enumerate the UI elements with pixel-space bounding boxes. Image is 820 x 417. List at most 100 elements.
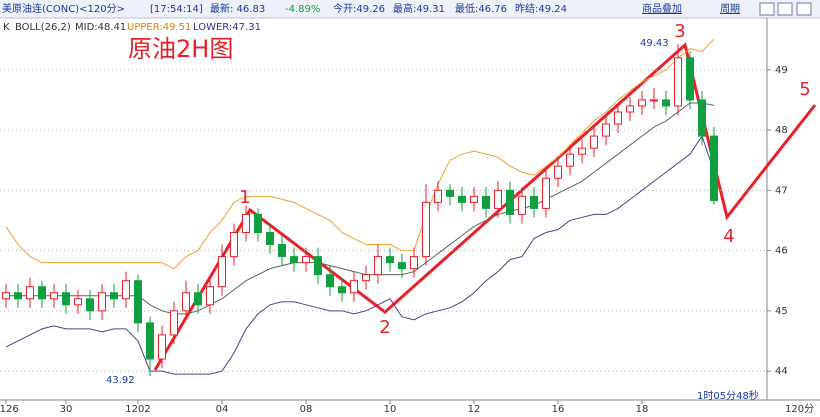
candle-body	[38, 286, 46, 300]
candle-body	[518, 195, 526, 215]
tool-icon[interactable]	[759, 2, 775, 16]
candle-body	[302, 256, 310, 264]
chart-title: 原油2H图	[128, 35, 233, 63]
x-tick-label: 08	[300, 404, 313, 415]
candle-body	[2, 292, 10, 300]
quote-item: 最低:46.76	[455, 2, 507, 15]
candle-body	[62, 292, 70, 306]
y-tick-label: 48	[775, 125, 788, 136]
candle-body	[434, 189, 442, 203]
candle-body	[206, 286, 214, 306]
candle-body	[86, 298, 94, 312]
x-tick-label: 10	[384, 404, 397, 415]
candle-body	[26, 286, 34, 300]
indicator-legend: K	[3, 22, 10, 33]
low-label: 43.92	[106, 375, 135, 386]
candle-body	[350, 280, 358, 294]
candle-body	[230, 231, 238, 258]
candle-body	[266, 231, 274, 246]
candle-body	[590, 135, 598, 149]
candle-body	[242, 213, 250, 233]
quote-item: 最高:49.31	[393, 2, 445, 15]
candle-body	[530, 195, 538, 209]
candle-body	[254, 213, 262, 233]
candle-body	[170, 310, 178, 336]
quote-item: 今开:49.26	[333, 2, 385, 15]
indicator-legend: LOWER:47.31	[193, 22, 261, 33]
candle-body	[374, 256, 382, 276]
quote-item: 昨结:49.24	[515, 2, 567, 15]
candle-body	[362, 274, 370, 282]
header-bar	[0, 0, 820, 18]
period-label: 120分	[785, 403, 814, 415]
candle-body	[470, 195, 478, 203]
candle-body	[410, 256, 418, 270]
x-tick-label: 1202	[125, 404, 150, 415]
candle-body	[278, 244, 286, 258]
candle-body	[698, 99, 706, 137]
candle-body	[614, 111, 622, 125]
candle-body	[710, 135, 718, 202]
candle-body	[422, 201, 430, 258]
candle-body	[74, 298, 82, 306]
candle-body	[110, 292, 118, 300]
tool-icon[interactable]	[777, 2, 793, 16]
period-button[interactable]: 周期	[720, 3, 740, 15]
candle-body	[338, 286, 346, 294]
candle-body	[218, 256, 226, 288]
quote-item: 最新: 46.83	[210, 2, 265, 15]
candle-body	[134, 280, 142, 324]
candle-body	[14, 292, 22, 300]
candle-body	[602, 123, 610, 137]
candle-body	[638, 99, 646, 107]
x-tick-label: 04	[216, 404, 229, 415]
candle-body	[650, 99, 658, 102]
candle-body	[314, 256, 322, 276]
quote-item: 美原油连(CONC)<120分>	[2, 2, 125, 15]
candle-body	[686, 57, 694, 101]
x-tick-label: 30	[60, 404, 73, 415]
candle-body	[326, 274, 334, 288]
wave-label: 4	[723, 226, 734, 247]
candle-body	[482, 195, 490, 209]
wave-label: 2	[379, 317, 390, 338]
candle-body	[182, 292, 190, 312]
x-tick-label: 1126	[0, 404, 19, 415]
quote-item: -4.89%	[285, 4, 320, 15]
candle-body	[458, 195, 466, 203]
candle-body	[626, 105, 634, 113]
candle-body	[122, 280, 130, 300]
candle-body	[50, 292, 58, 300]
candle-body	[554, 165, 562, 179]
quote-item: [17:54:14]	[150, 4, 203, 15]
candle-body	[386, 256, 394, 264]
wave-label: 5	[799, 79, 810, 100]
candle-body	[494, 189, 502, 209]
indicator-legend: MID:48.41	[75, 22, 126, 33]
y-tick-label: 47	[775, 185, 788, 196]
y-tick-label: 44	[775, 366, 788, 377]
y-tick-label: 45	[775, 306, 788, 317]
tool-icon[interactable]	[796, 2, 812, 16]
x-tick-label: 12	[468, 404, 481, 415]
x-tick-label: 18	[636, 404, 649, 415]
wave-label: 1	[239, 187, 250, 208]
candle-body	[398, 262, 406, 270]
candle-body	[542, 177, 550, 209]
overlay-button[interactable]: 商品叠加	[642, 2, 682, 15]
candle-body	[674, 57, 682, 107]
candle-body	[98, 292, 106, 312]
y-tick-label: 49	[775, 65, 788, 76]
candle-body	[662, 99, 670, 107]
candle-body	[446, 189, 454, 197]
candle-body	[146, 322, 154, 360]
candle-body	[290, 256, 298, 264]
y-tick-label: 46	[775, 246, 788, 257]
candle-body	[194, 292, 202, 306]
wave-label: 3	[674, 21, 685, 42]
countdown: 1时05分48秒	[697, 389, 759, 402]
high-label: 49.43	[640, 38, 669, 49]
boll-line	[5, 38, 715, 270]
candle-body	[566, 153, 574, 167]
